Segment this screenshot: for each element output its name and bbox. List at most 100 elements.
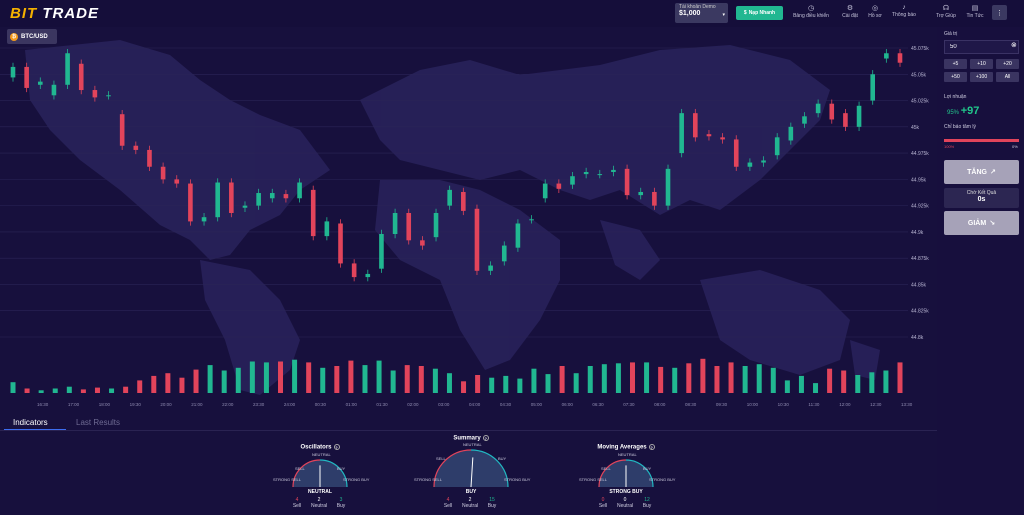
price-chart[interactable]: 45.075k 45.05k 45.025k 45k 44.975k 44.95k 44.9… <box>0 40 937 418</box>
nav-notifications[interactable]: ♪ Thông báo <box>886 4 922 18</box>
gauge-buy-label: BUY <box>498 456 507 461</box>
candle <box>24 66 29 88</box>
nav-profile[interactable]: ◎ Hồ sơ <box>857 4 893 19</box>
volume-bar <box>629 362 635 393</box>
time-tick: 09:30 <box>716 402 728 407</box>
time-tick: 12:30 <box>870 402 882 407</box>
tab-divider <box>0 430 937 431</box>
time-tick: 16:30 <box>37 402 49 407</box>
volume-bar <box>869 372 875 393</box>
price-tick: 44.8k <box>911 335 924 341</box>
volume-bar <box>545 374 551 393</box>
amount-all-button[interactable]: All <box>996 72 1019 82</box>
candle <box>870 74 876 101</box>
gauge-result: NEUTRAL <box>308 489 332 495</box>
price-tick: 44.85k <box>911 282 927 288</box>
candle <box>501 245 507 262</box>
nav-settings[interactable]: ⚙ Cài đặt <box>832 4 868 19</box>
volume-bar <box>193 369 199 393</box>
time-tick: 13:30 <box>901 402 913 407</box>
time-tick: 18:00 <box>99 402 111 407</box>
volume-bar <box>489 377 495 393</box>
amount-input[interactable] <box>944 40 1019 54</box>
gauge-title: Oscillators? <box>300 444 340 451</box>
candle <box>351 263 357 278</box>
volume-bar <box>658 366 664 393</box>
nav-dashboard[interactable]: ◷ Bảng điều khiển <box>793 5 829 19</box>
amount-plus-50-button[interactable]: +50 <box>944 72 967 82</box>
price-tick: 45k <box>911 125 920 131</box>
gauge-strong-sell-label: STRONG SELL <box>273 477 302 482</box>
volume-bar <box>249 361 255 393</box>
volume-bar <box>559 366 565 393</box>
clear-icon[interactable]: ⊗ <box>1011 42 1017 49</box>
tab-last-results[interactable]: Last Results <box>76 418 121 427</box>
world-map-background <box>25 40 880 395</box>
candle <box>747 162 753 167</box>
pair-selector[interactable]: ₿ BTC/USD <box>7 29 57 44</box>
account-label: Tài khoản Demo <box>679 4 716 10</box>
candle <box>638 191 644 196</box>
candle <box>515 223 521 248</box>
gauge-count-sell: 4 Sell <box>292 497 302 509</box>
candle <box>283 194 289 199</box>
volume-bar <box>461 381 467 393</box>
candle <box>815 103 821 114</box>
volume-bar <box>207 365 213 393</box>
candle <box>215 182 220 218</box>
candle <box>242 205 248 208</box>
gauge-arc-buy <box>319 459 348 488</box>
amount-plus-100-button[interactable]: +100 <box>970 72 993 82</box>
time-tick: 21:00 <box>191 402 203 407</box>
help-icon[interactable]: ? <box>333 444 340 450</box>
more-menu-button[interactable]: ⋮ <box>992 5 1007 20</box>
header: BIT TRADE Tài khoản Demo $1,000 ▾ $ Nạp … <box>0 0 1024 27</box>
gauge-strong-buy-label: STRONG BUY <box>504 477 531 482</box>
volume-bar <box>278 361 284 393</box>
deposit-button[interactable]: $ Nạp Nhanh <box>736 6 783 20</box>
price-tick: 44.825k <box>911 309 929 315</box>
down-button[interactable]: GIẢM ↘ <box>944 211 1019 235</box>
time-tick: 06:30 <box>592 402 604 407</box>
nav-help[interactable]: ☊ Trợ Giúp <box>928 4 964 19</box>
candle <box>310 189 316 237</box>
candle <box>365 273 371 278</box>
volume-bar <box>700 358 706 393</box>
amount-plus-10-button[interactable]: +10 <box>970 59 993 69</box>
wait-value: 0s <box>977 196 986 203</box>
up-button[interactable]: TĂNG ↗ <box>944 160 1019 184</box>
nav-news[interactable]: ▤ Tin Tức <box>957 4 993 19</box>
price-axis: 45.075k 45.05k 45.025k 45k 44.975k 44.95k 44.9… <box>911 46 929 341</box>
volume-bar <box>573 373 579 393</box>
gauge-count-sell: 0 Sell <box>598 497 608 509</box>
pair-label: BTC/USD <box>21 33 48 40</box>
candle <box>693 113 698 138</box>
volume-bar <box>109 388 115 393</box>
volume-bar <box>24 388 30 393</box>
price-tick: 45.075k <box>911 46 929 52</box>
gauge-buy-label: BUY <box>643 466 652 471</box>
amount-plus-20-button[interactable]: +20 <box>996 59 1019 69</box>
gauge-arc-sell <box>292 459 321 488</box>
volume-bar <box>615 363 621 393</box>
amount-plus-5-button[interactable]: +5 <box>944 59 967 69</box>
volume-bar <box>334 366 340 393</box>
time-tick: 07:30 <box>623 402 635 407</box>
tab-indicators[interactable]: Indicators <box>13 418 48 427</box>
price-tick: 45.025k <box>911 99 929 105</box>
candle <box>556 183 562 189</box>
account-selector[interactable]: Tài khoản Demo $1,000 ▾ <box>675 3 728 23</box>
help-icon[interactable]: ? <box>648 444 655 450</box>
candle <box>706 134 712 137</box>
bottom-tabs: Indicators Last Results <box>0 418 937 431</box>
gauge-count-buy: 15 Buy <box>487 497 497 509</box>
logo[interactable]: BIT TRADE <box>10 5 100 22</box>
volume-bar <box>376 360 382 393</box>
volume-bar <box>784 380 790 393</box>
candle <box>570 176 575 185</box>
volume-bar <box>348 360 354 393</box>
candle <box>297 182 302 199</box>
help-icon[interactable]: ? <box>482 435 489 441</box>
volume-bars <box>10 358 903 393</box>
volume-bar <box>798 375 804 393</box>
